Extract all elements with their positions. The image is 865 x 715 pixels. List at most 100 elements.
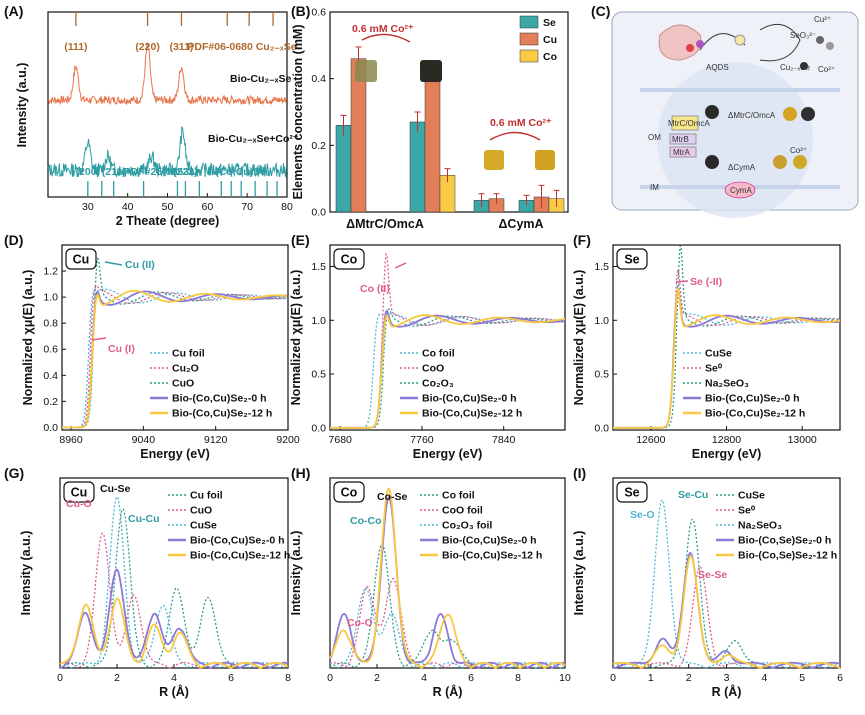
panel-b-legend-swatch bbox=[519, 32, 539, 46]
panel-b-ytick-label: 0.2 bbox=[311, 140, 326, 152]
panel-h-frame bbox=[329, 477, 566, 669]
panel-h-legend-label: Co foil bbox=[442, 490, 475, 502]
panel-h-element-box bbox=[333, 481, 365, 503]
panel-d-xtick-label: 9200 bbox=[276, 434, 300, 446]
mtrc-box bbox=[671, 115, 699, 131]
panel-a-xtick-label: 40 bbox=[122, 201, 134, 213]
panel-i-element-box bbox=[616, 481, 648, 503]
panel-h-legend-label: Bio-(Co,Cu)Se₂-0 h bbox=[442, 535, 537, 547]
panel-d-ytick-label: 1.0 bbox=[43, 292, 58, 304]
panel-a-hkl-bottom: (211) bbox=[102, 166, 126, 178]
panel-h-xtick-label: 10 bbox=[559, 672, 571, 684]
c-label-cyma: CymA bbox=[730, 186, 752, 195]
cyma-shape bbox=[724, 181, 756, 199]
panel-f-xlabel: Energy (eV) bbox=[692, 447, 761, 461]
panel-b-vial-4 bbox=[535, 150, 555, 170]
panel-g-xtick-label: 2 bbox=[114, 672, 120, 684]
panel-a-xtick-label: 50 bbox=[162, 201, 174, 213]
panel-d-series bbox=[62, 290, 288, 429]
panel-e-xtick-label: 7840 bbox=[492, 434, 516, 446]
panel-a-xtick-label: 30 bbox=[82, 201, 94, 213]
panel-d-ytick-label: 0.4 bbox=[43, 370, 58, 382]
panel-a-ref-bottom-phase: (Co,Cu)Se₂ bbox=[215, 166, 271, 178]
black-vial-2 bbox=[705, 155, 719, 169]
panel-d-ytick-label: 1.2 bbox=[43, 266, 58, 278]
panel-i: 0 1 2 3 4 5 6 R (Å) Intensity (a.u.) Se CuSe Se⁰ Na₂… bbox=[572, 477, 843, 699]
c-label-dcyma: ΔCymA bbox=[728, 163, 756, 172]
panel-g-series bbox=[59, 568, 289, 669]
panel-e-letter: (E) bbox=[291, 232, 310, 248]
panel-i-legend-label: CuSe bbox=[738, 490, 765, 502]
panel-a-xtick-label: 80 bbox=[281, 201, 293, 213]
panel-d-xtick-label: 9120 bbox=[204, 434, 228, 446]
panel-i-xlabel: R (Å) bbox=[712, 684, 742, 699]
panel-a-series-bottom bbox=[47, 125, 287, 179]
panel-b-legend-swatch bbox=[519, 49, 539, 63]
panel-e-xlabel: Energy (eV) bbox=[413, 447, 482, 461]
panel-g-annot: Cu-Cu bbox=[128, 513, 160, 525]
panel-h-annot: Co-Co bbox=[350, 515, 382, 527]
c-label-dmtrc: ΔMtrC/OmcA bbox=[728, 111, 776, 120]
panel-b-annotation: 0.6 mM Co²⁺ bbox=[352, 23, 414, 35]
panel-b-bar bbox=[335, 125, 352, 213]
panel-b-legend-swatch bbox=[519, 15, 539, 29]
panel-e-annot-arrow bbox=[394, 262, 407, 269]
panel-f-ytick-label: 1.0 bbox=[594, 315, 609, 327]
panel-i-legend-label: Se⁰ bbox=[738, 505, 756, 517]
panel-b-letter: (B) bbox=[291, 3, 310, 19]
se-dot-1 bbox=[816, 36, 824, 44]
panel-a-ylabel: Intensity (a.u.) bbox=[15, 63, 29, 148]
panel-d-ytick-label: 0.8 bbox=[43, 318, 58, 330]
c-label-im: IM bbox=[650, 183, 659, 192]
panel-d-element-label: Cu bbox=[73, 253, 90, 267]
panel-e-legend-label: Bio-(Co,Cu)Se₂-12 h bbox=[422, 408, 522, 420]
panel-g-legend-label: CuO bbox=[190, 505, 212, 517]
panel-e-legend-label: Bio-(Co,Cu)Se₂-0 h bbox=[422, 393, 517, 405]
panel-g-ylabel: Intensity (a.u.) bbox=[19, 531, 33, 616]
panel-g-legend-label: Bio-(Co,Cu)Se₂-0 h bbox=[190, 535, 285, 547]
panel-f-annot-se: Se (-II) bbox=[690, 276, 722, 288]
panel-g: 0 2 4 6 8 R (Å) Intensity (a.u.) Cu Cu foil CuO Cu… bbox=[19, 477, 291, 699]
panel-f-element-box bbox=[616, 248, 648, 270]
panel-a-letter: (A) bbox=[4, 3, 23, 19]
panel-h-xtick-label: 8 bbox=[515, 672, 521, 684]
panel-d-ytick-label: 0.0 bbox=[43, 422, 58, 434]
panel-a: 30 40 50 60 70 80 2 Theate (degree) Intensity (… bbox=[15, 11, 299, 228]
panel-d-annot-arrow bbox=[91, 337, 107, 341]
panel-d-xtick-label: 9040 bbox=[132, 434, 156, 446]
panel-g-annot: Cu-O bbox=[66, 498, 92, 510]
panel-d-series bbox=[62, 288, 288, 429]
panel-b-legend-label: Co bbox=[543, 51, 557, 63]
panel-e-legend-label: Co₂O₃ bbox=[422, 378, 454, 390]
black-vial-1 bbox=[705, 105, 719, 119]
panel-d-legend-label: Bio-(Co,Cu)Se₂-12 h bbox=[172, 408, 272, 420]
panel-h: 0 2 4 6 8 10 R (Å) Intensity (a.u.) Co Co foil CoO… bbox=[289, 477, 571, 699]
panel-b-vial-1 bbox=[355, 60, 377, 82]
panel-g-annot: Cu-Se bbox=[100, 483, 130, 495]
panel-g-xtick-label: 4 bbox=[171, 672, 177, 684]
panel-b-vial-2 bbox=[420, 60, 442, 82]
panel-h-letter: (H) bbox=[291, 465, 310, 481]
panel-i-legend-label: Na₂SeO₃ bbox=[738, 520, 782, 532]
panel-g-legend-label: Cu foil bbox=[190, 490, 223, 502]
panel-e-legend-label: Co foil bbox=[422, 348, 455, 360]
panel-g-element-label: Cu bbox=[71, 486, 88, 500]
panel-i-letter: (I) bbox=[573, 465, 586, 481]
panel-b: 0.0 0.2 0.4 0.6 Elements concentration (mM) Δ… bbox=[291, 7, 569, 231]
cycle-arrow-2 bbox=[759, 23, 801, 62]
c-label-mtrb: MtrB bbox=[672, 135, 689, 144]
panel-i-xtick-label: 4 bbox=[761, 672, 767, 684]
panel-d-legend-label: Cu foil bbox=[172, 348, 205, 360]
panel-i-series bbox=[612, 555, 841, 669]
panel-a-hkl-bottom: (222) bbox=[173, 166, 198, 178]
panel-h-element-label: Co bbox=[341, 486, 358, 500]
panel-f-legend-label: Bio-(Co,Cu)Se₂-0 h bbox=[705, 393, 800, 405]
panel-e-ytick-label: 0.5 bbox=[311, 369, 326, 381]
panel-b-group-label: ΔCymA bbox=[498, 217, 543, 231]
panel-h-ylabel: Intensity (a.u.) bbox=[289, 531, 303, 616]
panel-f-ylabel: Normalized χμ(E) (a.u.) bbox=[572, 270, 586, 406]
panel-i-series bbox=[612, 499, 841, 669]
panel-h-annot: Co-Se bbox=[377, 491, 407, 503]
panel-g-xlabel: R (Å) bbox=[159, 684, 189, 699]
gold-vial-1 bbox=[783, 107, 797, 121]
